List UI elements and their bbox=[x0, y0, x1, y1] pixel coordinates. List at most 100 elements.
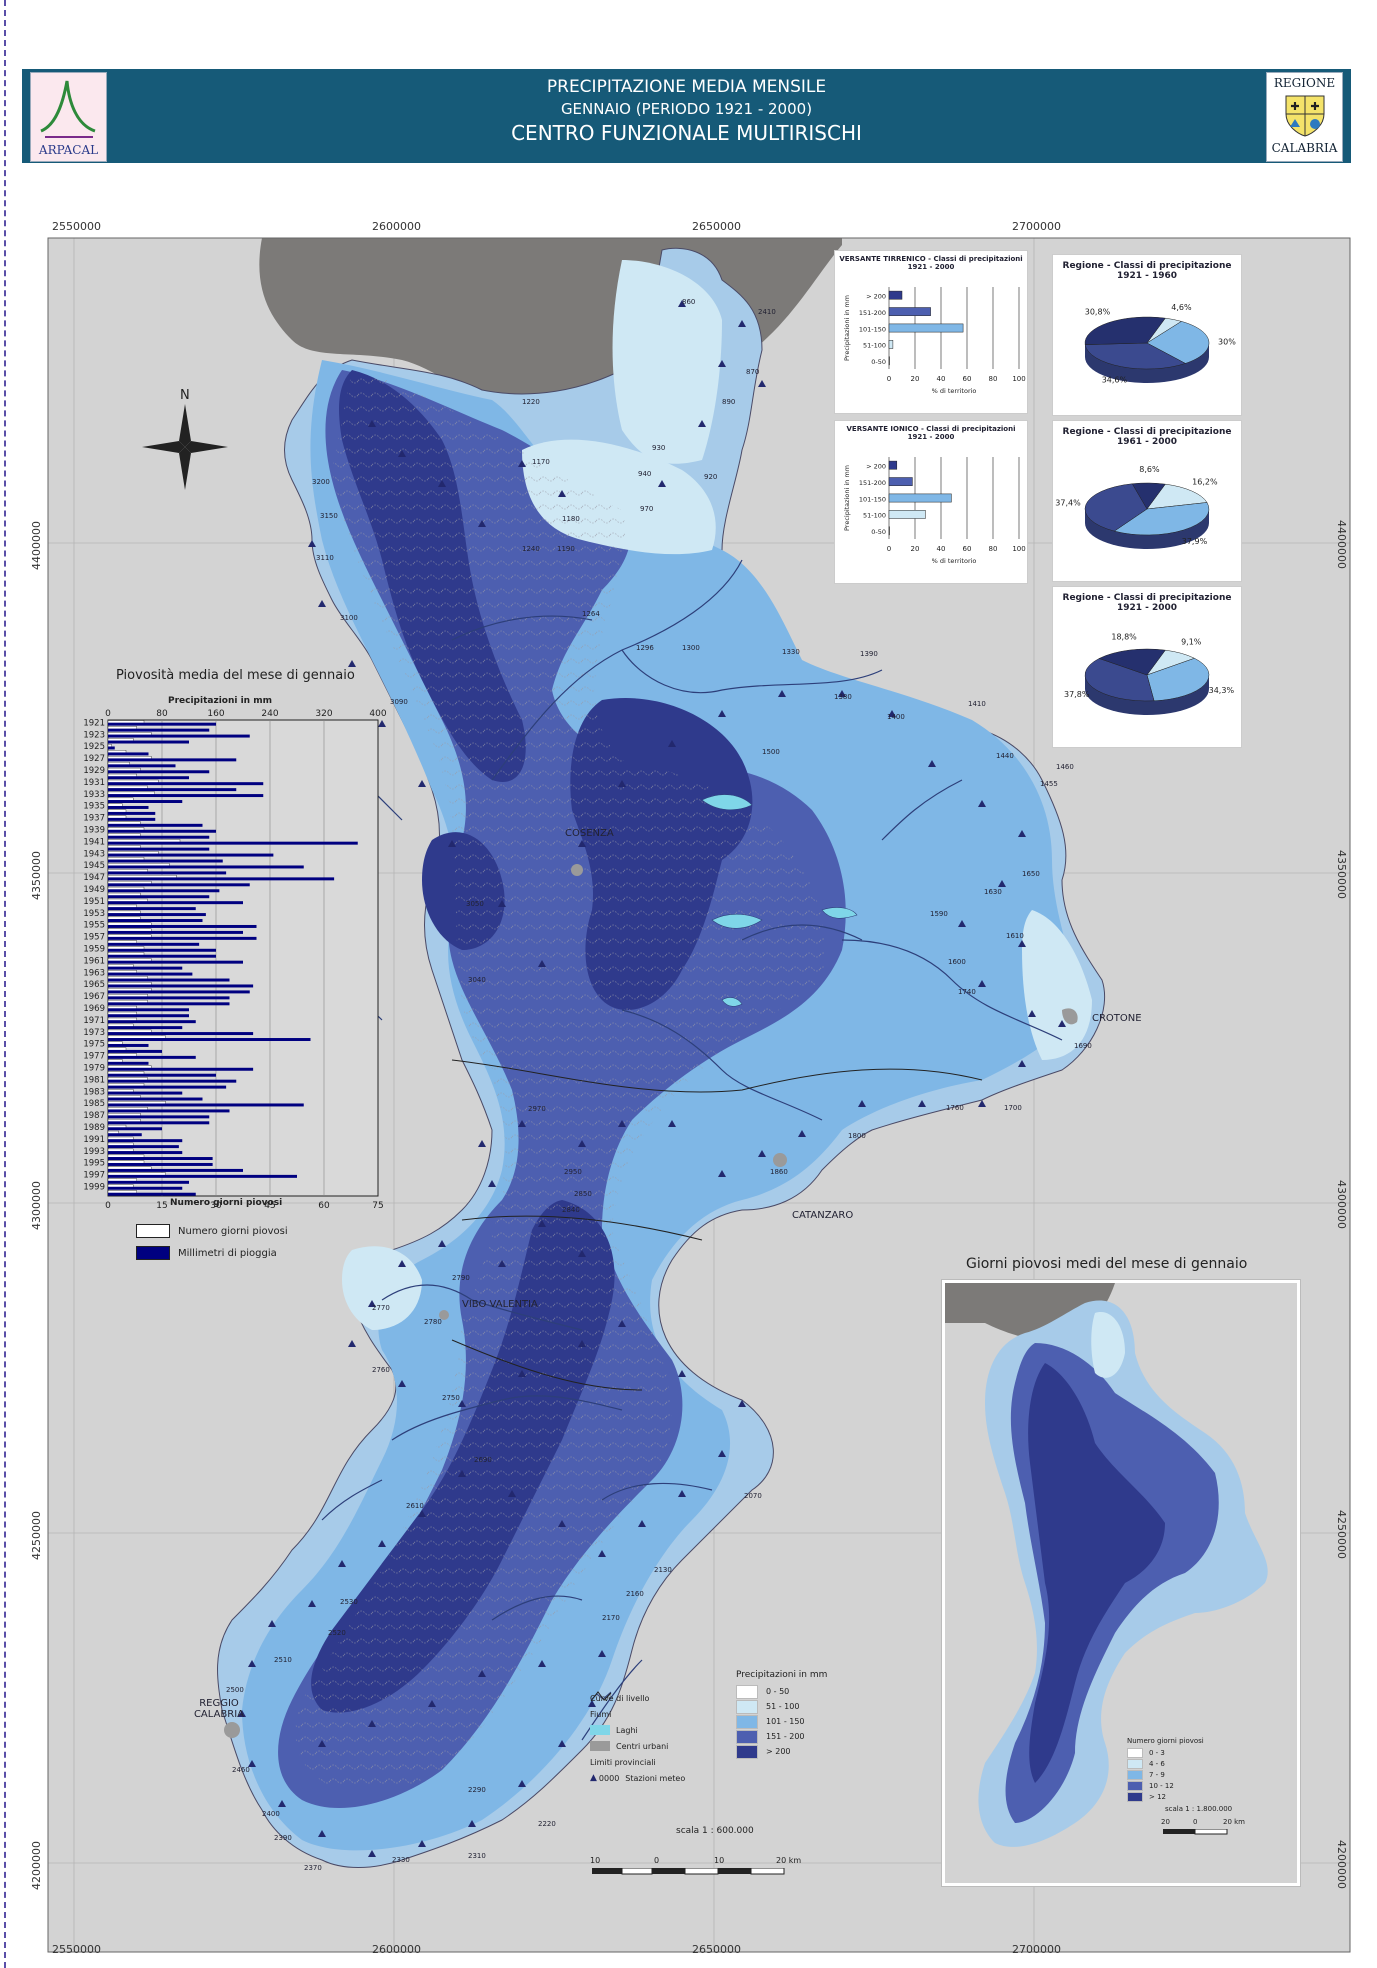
station-value: 1180 bbox=[562, 515, 580, 523]
station-value: 1760 bbox=[946, 1104, 964, 1112]
bar-millimetri bbox=[108, 1151, 183, 1155]
bar-millimetri bbox=[108, 1049, 162, 1053]
station-value: 1330 bbox=[782, 648, 800, 656]
title-line-1: PRECIPITAZIONE MEDIA MENSILE bbox=[546, 77, 827, 97]
bar-millimetri bbox=[108, 1026, 183, 1030]
x-axis-label: % di territorio bbox=[932, 557, 977, 565]
lake-swatch-icon bbox=[590, 1725, 610, 1735]
inset-legend-title: Numero giorni piovosi bbox=[1127, 1737, 1204, 1745]
bar-millimetri bbox=[108, 865, 304, 869]
city-label-cosenza: COSENZA bbox=[565, 828, 614, 839]
bar-millimetri bbox=[108, 1043, 149, 1047]
tick-label: 60 bbox=[963, 375, 972, 383]
rivers bbox=[321, 559, 1063, 1741]
left-chart-bottom-axis-title: Numero giorni piovosi bbox=[170, 1198, 283, 1208]
bar-millimetri bbox=[108, 871, 227, 875]
bar-millimetri bbox=[108, 901, 243, 905]
class-bar bbox=[888, 340, 894, 349]
pie-label: 18,8% bbox=[1111, 633, 1137, 642]
bar-millimetri bbox=[108, 948, 216, 952]
urban-centres bbox=[224, 864, 1078, 1738]
year-label: 1977 bbox=[83, 1052, 105, 1062]
bar-millimetri bbox=[108, 936, 257, 940]
year-label: 1987 bbox=[83, 1111, 105, 1121]
left-chart-top-axis-title: Precipitazioni in mm bbox=[168, 696, 272, 706]
class-bar-chart: 0 20 40 60 80 100 > 200 151-200 101-150 51-100 0-5… bbox=[843, 287, 1026, 395]
tick-label: 20 bbox=[911, 545, 920, 553]
tick-label: 0 bbox=[887, 375, 891, 383]
tirrenico-chart: 0 20 40 60 80 100 > 200 151-200 101-150 51-100 0-5… bbox=[835, 279, 1027, 413]
class-swatch bbox=[1127, 1747, 1143, 1758]
pie-label: 9,1% bbox=[1181, 638, 1202, 647]
legend-label: Limiti provinciali bbox=[590, 1757, 656, 1767]
year-label: 1933 bbox=[83, 790, 105, 800]
station-value: 2950 bbox=[564, 1168, 582, 1176]
class-label: 51-100 bbox=[863, 512, 886, 520]
pie-slice bbox=[1131, 482, 1166, 510]
class-bar bbox=[888, 323, 964, 333]
pie-label: 34,6% bbox=[1102, 376, 1128, 385]
top-tick-label: 240 bbox=[261, 709, 278, 719]
yearly-bar-chart: 0 80 160 240 320 400 0 15 30 45 60 75 1921 1923 1925 19… bbox=[83, 709, 386, 1208]
scale-tick: 10 bbox=[714, 1856, 725, 1865]
station-value: 2130 bbox=[654, 1566, 672, 1574]
legend-label: Millimetri di pioggia bbox=[178, 1247, 277, 1259]
bar-millimetri bbox=[108, 728, 210, 732]
station-value: 1455 bbox=[1040, 780, 1058, 788]
year-label: 1951 bbox=[83, 897, 105, 907]
bar-millimetri bbox=[108, 1157, 213, 1161]
bottom-tick-label: 45 bbox=[264, 1201, 275, 1208]
legend-label: Fiumi bbox=[590, 1709, 612, 1719]
station-value: 2170 bbox=[602, 1614, 620, 1622]
legend-label: Numero giorni piovosi bbox=[178, 1225, 288, 1237]
inset-class-row: > 12 bbox=[1127, 1791, 1204, 1802]
station-value: 1400 bbox=[887, 713, 905, 721]
regione-logo-bottom-text: CALABRIA bbox=[1271, 141, 1338, 155]
precip-legend-title: Precipitazioni in mm bbox=[736, 1670, 828, 1680]
station-value: 1610 bbox=[1006, 932, 1024, 940]
station-value: 2790 bbox=[452, 1274, 470, 1282]
bar-millimetri bbox=[108, 966, 183, 970]
station-value: 890 bbox=[722, 398, 736, 406]
station-value: 2780 bbox=[424, 1318, 442, 1326]
pie-label: 37,9% bbox=[1182, 537, 1208, 546]
year-label: 1969 bbox=[83, 1004, 105, 1014]
station-value: 1264 bbox=[582, 610, 600, 618]
class-51-100-zone-north bbox=[612, 260, 722, 464]
inset-scale-tick: 0 bbox=[1193, 1818, 1198, 1826]
year-label: 1981 bbox=[83, 1075, 105, 1085]
bar-millimetri bbox=[108, 1073, 216, 1077]
ionico-period: 1921 - 2000 bbox=[907, 433, 955, 441]
top-tick-label: 320 bbox=[315, 709, 332, 719]
top-tick-label: 160 bbox=[207, 709, 224, 719]
precip-class-row: 101 - 150 bbox=[736, 1714, 827, 1729]
station-value: 1390 bbox=[860, 650, 878, 658]
ionico-bar-panel: VERSANTE IONICO - Classi di precipitazio… bbox=[834, 420, 1028, 584]
station-value: 1630 bbox=[984, 888, 1002, 896]
legend-symbols: Curve di livello Fiumi Laghi Centri urba… bbox=[590, 1690, 685, 1786]
year-label: 1959 bbox=[83, 944, 105, 954]
contour-lines bbox=[295, 370, 825, 1793]
year-label: 1963 bbox=[83, 968, 105, 978]
left-chart-area: 0 80 160 240 320 400 0 15 30 45 60 75 1921 1923 1925 19… bbox=[68, 708, 394, 1208]
pie-period: 1921 - 2000 bbox=[1116, 603, 1178, 613]
inset-class-over-12 bbox=[1028, 1363, 1165, 1783]
ionico-chart: 0 20 40 60 80 100 > 200 151-200 101-150 51-100 0-5… bbox=[835, 449, 1027, 583]
class-label: 151-200 bbox=[859, 309, 886, 317]
year-label: 1979 bbox=[83, 1063, 105, 1073]
year-label: 1971 bbox=[83, 1016, 105, 1026]
bar-millimetri bbox=[108, 1121, 210, 1125]
station-value: 860 bbox=[682, 298, 696, 306]
bar-millimetri bbox=[108, 907, 196, 911]
left-chart-title: Piovosità media del mese di gennaio bbox=[116, 668, 355, 683]
precip-legend: Precipitazioni in mm 0 - 50 51 - 100 101… bbox=[736, 1670, 827, 1759]
year-label: 1937 bbox=[83, 814, 105, 824]
precip-class-row: 151 - 200 bbox=[736, 1729, 827, 1744]
bar-millimetri bbox=[108, 1115, 210, 1119]
station-value: 2610 bbox=[406, 1502, 424, 1510]
pie-panel-1961-2000: Regione - Classi di precipitazione 1961 … bbox=[1052, 420, 1242, 582]
station-value: 940 bbox=[638, 470, 652, 478]
bar-millimetri bbox=[108, 1079, 237, 1083]
tick-label: 100 bbox=[1012, 375, 1025, 383]
title-banner: ARPACAL PRECIPITAZIONE MEDIA MENSILE GEN… bbox=[22, 69, 1351, 163]
